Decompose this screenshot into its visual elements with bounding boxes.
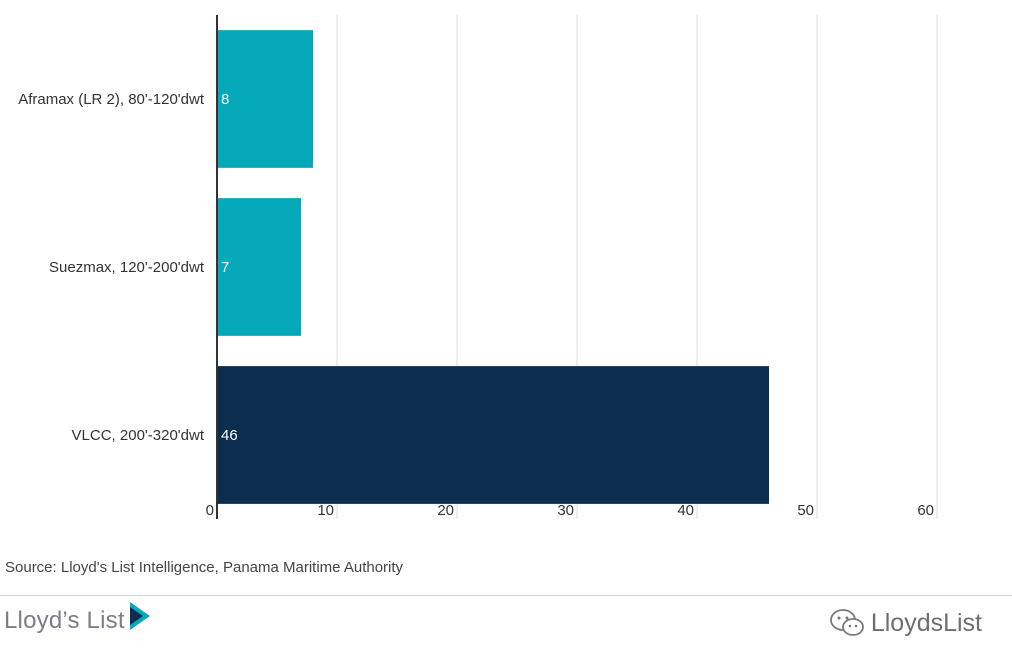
bar-2 [217, 366, 769, 504]
bar-data-label: 46 [221, 427, 238, 444]
wechat-watermark: LloydsList [829, 605, 982, 641]
lloyds-list-logo: Lloyd’s List [4, 602, 151, 639]
x-axis-tick-labels: 0 10 20 30 40 50 60 [206, 502, 934, 519]
x-tick-label: 50 [797, 502, 814, 519]
x-tick-label: 10 [317, 502, 334, 519]
category-label: Aframax (LR 2), 80'-120'dwt [18, 91, 205, 108]
source-note: Source: Lloyd's List Intelligence, Panam… [5, 559, 404, 576]
x-tick-label: 30 [557, 502, 574, 519]
play-triangle-icon [129, 602, 150, 630]
x-tick-label: 20 [437, 502, 454, 519]
bar-chart: 8 7 46 Aframax (LR 2), 80'-120'dwt Suezmax,… [18, 15, 938, 519]
category-labels: Aframax (LR 2), 80'-120'dwt Suezmax, 120'… [18, 91, 205, 444]
logo-text: Lloyd’s List [4, 607, 125, 634]
bar-data-label: 7 [221, 259, 229, 276]
bar-0 [217, 30, 313, 168]
bars: 8 7 46 [217, 30, 769, 504]
x-tick-label: 60 [917, 502, 934, 519]
x-tick-label: 40 [677, 502, 694, 519]
category-label: VLCC, 200'-320'dwt [72, 427, 205, 444]
bar-data-label: 8 [221, 91, 229, 108]
x-tick-label: 0 [206, 502, 214, 519]
bar-1 [217, 198, 301, 336]
category-label: Suezmax, 120'-200'dwt [49, 259, 205, 276]
footer-divider [0, 595, 1012, 596]
watermark-text: LloydsList [870, 608, 982, 637]
wechat-icon [829, 609, 864, 636]
